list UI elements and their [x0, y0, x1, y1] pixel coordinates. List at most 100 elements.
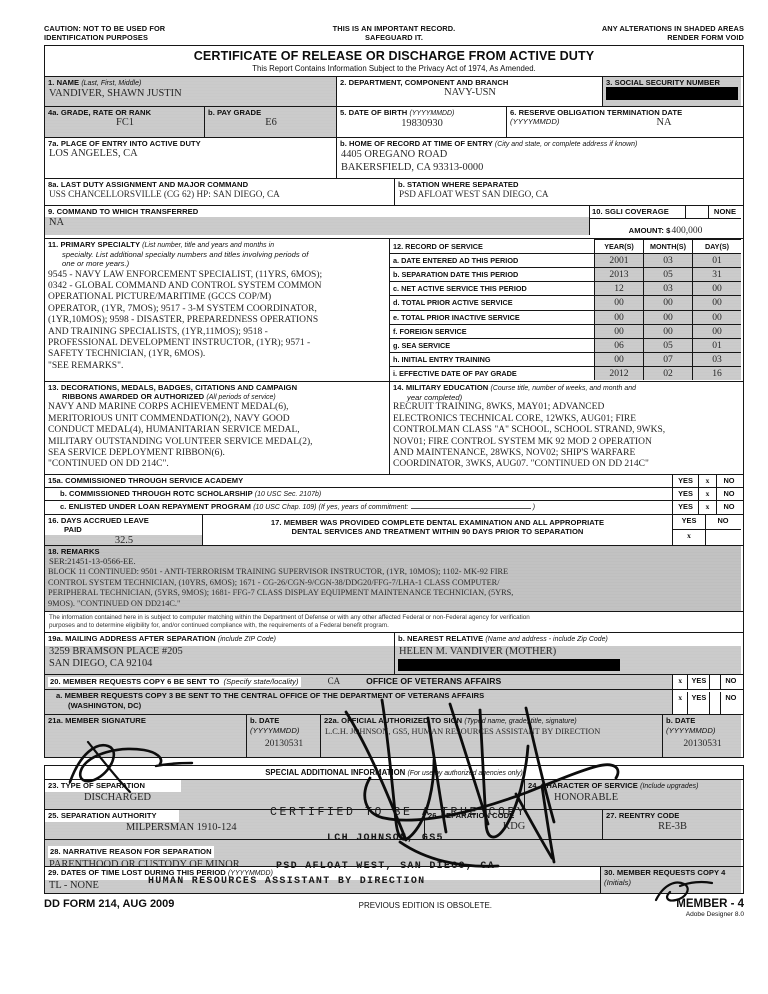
- checkbox-mark-no[interactable]: x: [699, 475, 717, 488]
- cell-months: 07: [643, 351, 693, 367]
- block-14-military-education[interactable]: 14. MILITARY EDUCATION (Course title, nu…: [390, 382, 741, 474]
- block-17-answer[interactable]: YES NO x: [673, 515, 741, 546]
- block-16-label: 16. DAYS ACCRUED LEAVE PAID: [45, 515, 202, 536]
- block-10-none-checkbox[interactable]: [685, 206, 709, 219]
- block-18-remarks[interactable]: 18. REMARKS SER:21451-13-0566-EE. BLOCK …: [45, 546, 741, 612]
- block-11-hint1: (List number, title and years and months…: [142, 242, 275, 250]
- block-21a-member-signature[interactable]: 21a. MEMBER SIGNATURE: [45, 715, 247, 758]
- block-4a-grade[interactable]: 4a. GRADE, RATE OR RANK FC1: [45, 107, 205, 138]
- block-18-line: 9MOS). "CONTINUED ON DD214C.": [48, 598, 181, 608]
- yes-label[interactable]: YES: [673, 515, 706, 530]
- block-11-primary-specialty[interactable]: 11. PRIMARY SPECIALTY (List number, titl…: [45, 239, 390, 382]
- block-15b-answer[interactable]: YES x NO: [673, 488, 741, 501]
- block-15c-answer[interactable]: YES x NO: [673, 501, 741, 515]
- no-label[interactable]: NO: [723, 489, 735, 499]
- block-20-answer[interactable]: x YES NO: [673, 675, 741, 690]
- block-22b-date[interactable]: b. DATE (YYYYMMDD) 20130531: [663, 715, 741, 758]
- row-label: b. SEPARATION DATE THIS PERIOD: [390, 267, 595, 283]
- block-22a-hint: (Typed name, grade, title, signature): [464, 718, 577, 726]
- block-19b-nearest-relative[interactable]: b. NEAREST RELATIVE (Name and address - …: [395, 633, 741, 675]
- block-4b-pay-grade[interactable]: b. PAY GRADE E6: [205, 107, 337, 138]
- checkbox-mark-no[interactable]: x: [699, 488, 717, 501]
- block-28-narrative-reason[interactable]: 28. NARRATIVE REASON FOR SEPARATION PARE…: [45, 840, 741, 870]
- block-15c-years-blank[interactable]: [410, 508, 531, 510]
- yes-label[interactable]: YES: [673, 488, 699, 501]
- block-10-sgli[interactable]: 10. SGLI COVERAGE NONE AMOUNT: $400,000: [590, 206, 741, 238]
- checkbox-mark-yes[interactable]: x: [673, 530, 706, 546]
- row-label: a. DATE ENTERED AD THIS PERIOD: [390, 253, 595, 269]
- row-privacy-notice: The information contained here in is sub…: [45, 612, 743, 634]
- block-13-decorations[interactable]: 13. DECORATIONS, MEDALS, BADGES, CITATIO…: [45, 382, 390, 475]
- block-11-line: 9545 - NAVY LAW ENFORCEMENT SPECIALIST, …: [48, 269, 323, 280]
- checkbox-empty-no[interactable]: [710, 692, 721, 715]
- block-15c-loan-repayment[interactable]: c. ENLISTED UNDER LOAN REPAYMENT PROGRAM…: [45, 501, 673, 515]
- no-label[interactable]: NO: [717, 516, 729, 526]
- no-label[interactable]: NO: [723, 502, 735, 512]
- no-label[interactable]: NO: [725, 676, 737, 686]
- checkbox-mark-yes[interactable]: x: [673, 692, 689, 715]
- yes-label[interactable]: YES: [688, 675, 711, 690]
- caution-right-line1: ANY ALTERATIONS IN SHADED AREAS: [601, 24, 744, 33]
- block-11-label: 11. PRIMARY SPECIALTY (List number, titl…: [48, 240, 386, 250]
- checkbox-mark-yes[interactable]: x: [673, 675, 689, 690]
- yes-label[interactable]: YES: [673, 501, 699, 515]
- block-21b-date[interactable]: b. DATE (YYYYMMDD) 20130531: [247, 715, 321, 758]
- checkbox-empty-no[interactable]: [706, 530, 740, 545]
- checkbox-mark-no[interactable]: x: [699, 501, 717, 515]
- caution-left: CAUTION: NOT TO BE USED FOR IDENTIFICATI…: [44, 24, 282, 42]
- block-30-member-requests-copy4[interactable]: 30. MEMBER REQUESTS COPY 4 (Initials): [601, 867, 741, 894]
- row-specialty-record-of-service: 11. PRIMARY SPECIALTY (List number, titl…: [45, 239, 743, 383]
- block-15a-answer[interactable]: YES x NO: [673, 475, 741, 488]
- block-14-line: RECRUIT TRAINING, 8WKS, MAY01; ADVANCED: [393, 402, 605, 413]
- page-subtitle: This Report Contains Information Subject…: [252, 64, 536, 74]
- block-20-copy6[interactable]: 20. MEMBER REQUESTS COPY 6 BE SENT TO (S…: [45, 675, 673, 690]
- table-row: a. DATE ENTERED AD THIS PERIOD 2001 03 0…: [390, 253, 741, 269]
- block-2-department[interactable]: 2. DEPARTMENT, COMPONENT AND BRANCH NAVY…: [337, 77, 603, 107]
- block-27-reentry-code[interactable]: 27. REENTRY CODE RE-3B: [603, 810, 741, 840]
- block-3-ssn[interactable]: 3. SOCIAL SECURITY NUMBER: [603, 77, 741, 107]
- block-17-dental-exam[interactable]: 17. MEMBER WAS PROVIDED COMPLETE DENTAL …: [203, 515, 673, 546]
- block-22a-official-signature[interactable]: 22a. OFFICIAL AUTHORIZED TO SIGN (Typed …: [321, 715, 663, 758]
- block-8b-station-separated[interactable]: b. STATION WHERE SEPARATED PSD AFLOAT WE…: [395, 179, 741, 205]
- block-22a-value: L.C.H. JOHNSON, GS5, HUMAN RESOURCES ASS…: [325, 726, 601, 736]
- block-13-label2: RIBBONS AWARDED OR AUTHORIZED (All perio…: [48, 392, 386, 402]
- block-15b-rotc[interactable]: b. COMMISSIONED THROUGH ROTC SCHOLARSHIP…: [45, 488, 673, 501]
- block-14-hint2: year completed): [407, 393, 463, 403]
- block-7b-home-of-record[interactable]: b. HOME OF RECORD AT TIME OF ENTRY (City…: [337, 138, 741, 178]
- privacy-notice-line1: The information contained here in is sub…: [49, 614, 530, 622]
- privacy-notice-line2: purposes and to determine eligibility fo…: [49, 622, 389, 630]
- block-25-separation-authority[interactable]: 25. SEPARATION AUTHORITY MILPERSMAN 1910…: [45, 810, 425, 840]
- column-header-days: DAY(S): [692, 239, 741, 255]
- block-23-type-of-separation[interactable]: 23. TYPE OF SEPARATION DISCHARGED: [45, 780, 525, 810]
- block-16-accrued-leave[interactable]: 16. DAYS ACCRUED LEAVE PAID 32.5: [45, 515, 203, 546]
- block-20a-copy3[interactable]: a. MEMBER REQUESTS COPY 3 BE SENT TO THE…: [45, 690, 673, 715]
- block-16-label2: PAID: [64, 525, 82, 535]
- block-9-command-transferred[interactable]: 9. COMMAND TO WHICH TRANSFERRED NA: [45, 206, 590, 236]
- yes-label[interactable]: YES: [688, 692, 711, 715]
- block-6-hint: (YYYYMMDD): [510, 117, 560, 127]
- block-24-character-of-service[interactable]: 24. CHARACTER OF SERVICE (Include upgrad…: [525, 780, 741, 810]
- block-19a-line2: SAN DIEGO, CA 92104: [49, 657, 153, 669]
- block-7a-place-of-entry[interactable]: 7a. PLACE OF ENTRY INTO ACTIVE DUTY LOS …: [45, 138, 337, 179]
- block-27-label: 27. REENTRY CODE: [606, 811, 680, 821]
- block-5-date-of-birth[interactable]: 5. DATE OF BIRTH (YYYYMMDD) 19830930: [337, 107, 507, 138]
- no-label[interactable]: NO: [723, 476, 735, 486]
- block-26-separation-code[interactable]: 26. SEPARATION CODE KDG: [425, 810, 603, 840]
- caution-center: THIS IS AN IMPORTANT RECORD. SAFEGUARD I…: [282, 24, 506, 42]
- block-19a-line1: 3259 BRAMSON PLACE #205: [49, 645, 183, 657]
- block-29-time-lost[interactable]: 29. DATES OF TIME LOST DURING THIS PERIO…: [45, 867, 601, 894]
- block-8a-last-duty[interactable]: 8a. LAST DUTY ASSIGNMENT AND MAJOR COMMA…: [45, 179, 395, 206]
- cell-days: 01: [692, 253, 741, 269]
- block-19a-mailing-address[interactable]: 19a. MAILING ADDRESS AFTER SEPARATION (i…: [45, 633, 395, 675]
- checkbox-empty-no[interactable]: [710, 675, 721, 690]
- block-1-name[interactable]: 1. NAME (Last, First, Middle) VANDIVER, …: [45, 77, 337, 107]
- block-14-line: AND MAINTENANCE, 28WKS, NOV02; SHIP'S WA…: [393, 448, 636, 459]
- block-15a-service-academy[interactable]: 15a. COMMISSIONED THROUGH SERVICE ACADEM…: [45, 475, 673, 488]
- cell-months: 00: [643, 309, 693, 325]
- block-12-record-of-service[interactable]: 12. RECORD OF SERVICE YEAR(S) MONTH(S) D…: [390, 239, 741, 381]
- block-6-reserve-obligation[interactable]: 6. RESERVE OBLIGATION TERMINATION DATE (…: [507, 107, 741, 137]
- no-label[interactable]: NO: [725, 693, 737, 703]
- block-20a-answer[interactable]: x YES NO: [673, 690, 741, 715]
- cell-years: 00: [594, 323, 644, 339]
- yes-label[interactable]: YES: [673, 475, 699, 488]
